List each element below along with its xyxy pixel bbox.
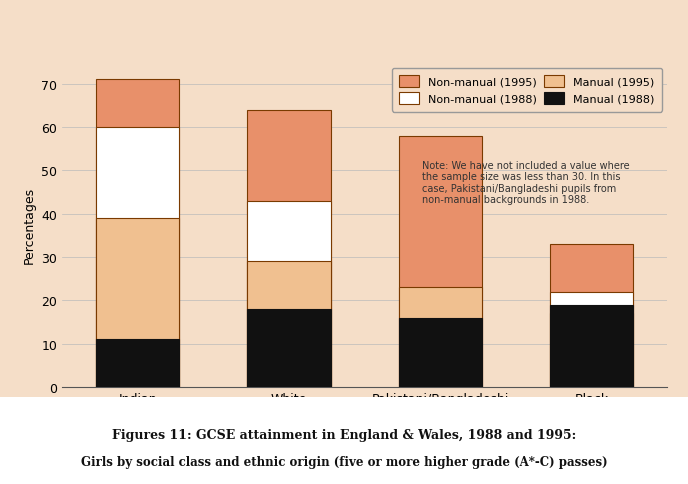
- Bar: [399, 288, 482, 387]
- Bar: [96, 219, 179, 387]
- Bar: [399, 318, 482, 387]
- Text: Note: We have not included a value where
the sample size was less than 30. In th: Note: We have not included a value where…: [422, 160, 630, 205]
- Text: Figures 11: GCSE attainment in England & Wales, 1988 and 1995:: Figures 11: GCSE attainment in England &…: [112, 428, 576, 441]
- Bar: [96, 80, 179, 387]
- Bar: [248, 262, 330, 387]
- Bar: [248, 201, 330, 387]
- Bar: [550, 314, 633, 387]
- Bar: [550, 244, 633, 387]
- Bar: [399, 136, 482, 387]
- Text: Girls by social class and ethnic origin (five or more higher grade (A*-C) passes: Girls by social class and ethnic origin …: [80, 455, 608, 468]
- Y-axis label: Percentages: Percentages: [23, 186, 36, 264]
- Bar: [96, 128, 179, 387]
- Legend: Non-manual (1995), Non-manual (1988), Manual (1995), Manual (1988): Non-manual (1995), Non-manual (1988), Ma…: [391, 68, 662, 112]
- Bar: [248, 110, 330, 387]
- Bar: [550, 305, 633, 387]
- Bar: [96, 340, 179, 387]
- Bar: [248, 309, 330, 387]
- Text: Source: Youth Cohort Study (Demack et al 1999 & 2000): Source: Youth Cohort Study (Demack et al…: [62, 429, 337, 439]
- Bar: [550, 292, 633, 387]
